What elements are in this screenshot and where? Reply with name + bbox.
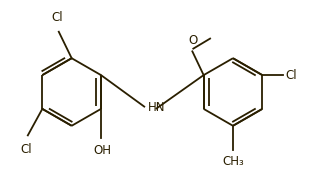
Text: HN: HN xyxy=(147,101,165,114)
Text: OH: OH xyxy=(94,144,111,157)
Text: O: O xyxy=(188,34,198,47)
Text: Cl: Cl xyxy=(51,11,63,24)
Text: Cl: Cl xyxy=(285,69,296,82)
Text: CH₃: CH₃ xyxy=(222,155,244,168)
Text: Cl: Cl xyxy=(20,143,32,156)
